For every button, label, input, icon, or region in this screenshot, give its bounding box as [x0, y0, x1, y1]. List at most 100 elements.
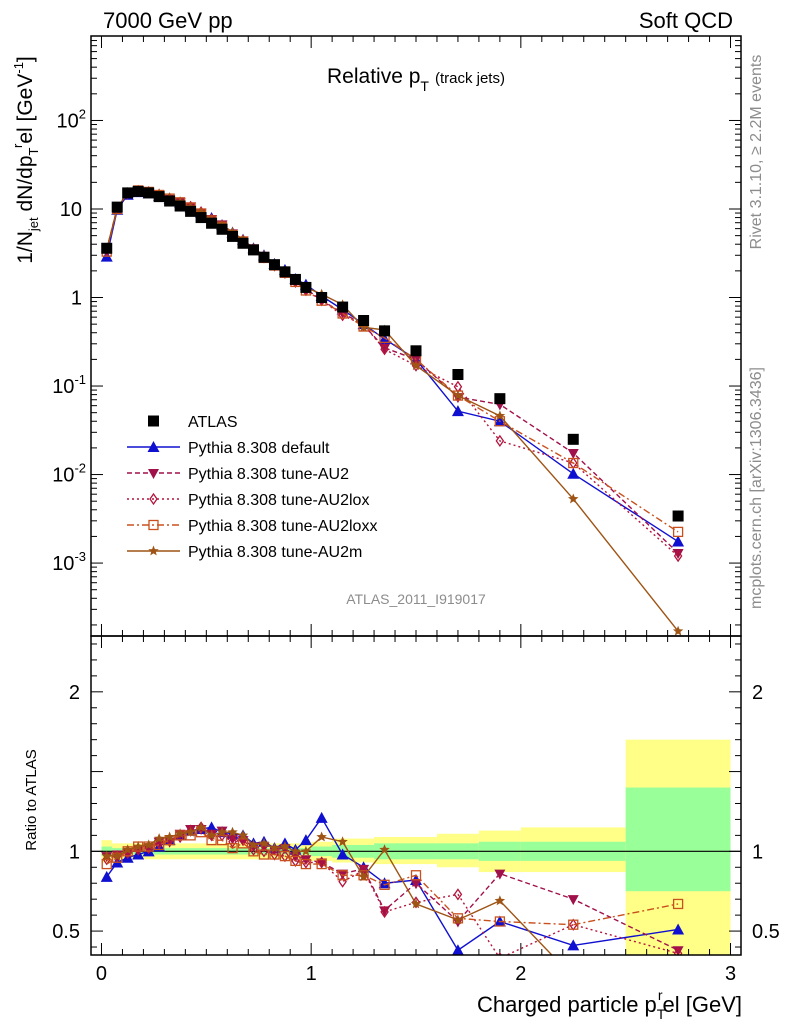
- data-point-marker: [148, 469, 159, 479]
- data-point-marker: [185, 205, 197, 217]
- data-point-marker: [101, 242, 113, 254]
- data-point-marker: [337, 836, 348, 847]
- x-tick-label: 2: [515, 963, 526, 985]
- data-point-marker: [568, 972, 579, 982]
- data-point-marker: [216, 835, 228, 846]
- x-tick-label: 3: [725, 963, 736, 985]
- series-line: [106, 191, 679, 543]
- data-point-marker: [672, 510, 684, 522]
- data-point-marker: [248, 244, 259, 256]
- rivet-version-label: Rivet 3.1.10, ≥ 2.2M events: [748, 55, 765, 250]
- data-point-marker: [672, 946, 684, 955]
- data-point-marker: [315, 811, 328, 823]
- data-point-marker: [237, 829, 249, 840]
- data-point-marker: [672, 898, 684, 910]
- data-point-marker: [227, 826, 238, 837]
- data-point-marker: [300, 858, 312, 870]
- data-point-marker: [494, 410, 506, 421]
- data-point-marker: [216, 826, 228, 837]
- svg-text:1/Njet dN/dpTrel [GeV-1]: 1/Njet dN/dpTrel [GeV-1]: [10, 56, 41, 264]
- chart-title: Relative pT (track jets): [327, 65, 505, 94]
- data-point-marker: [567, 939, 580, 951]
- data-point-marker: [567, 433, 579, 445]
- data-point-marker: [206, 829, 217, 840]
- data-point-marker: [174, 200, 186, 212]
- data-point-marker: [164, 831, 175, 842]
- x-tick-label: 0: [96, 963, 107, 985]
- data-point-marker: [268, 259, 280, 271]
- main-panel: 10-3 10-2 10-1 1 10 102 Relative pT (track jet…: [10, 35, 742, 637]
- y-tick-label: 0.5: [52, 921, 80, 943]
- data-point-marker: [301, 856, 311, 869]
- data-point-marker: [337, 301, 349, 313]
- data-point-marker: [143, 839, 154, 850]
- data-point-marker: [567, 895, 579, 906]
- data-point-marker: [452, 368, 464, 380]
- data-point-marker: [567, 467, 580, 479]
- x-tick-label: 1: [306, 963, 317, 985]
- data-point-marker: [132, 185, 144, 197]
- data-point-marker: [216, 223, 228, 235]
- data-point-marker: [300, 281, 312, 293]
- ratio-y-axis-label: Ratio to ATLAS: [23, 749, 40, 850]
- data-point-marker: [101, 850, 112, 861]
- data-point-marker: [227, 834, 239, 845]
- data-point-marker: [452, 390, 464, 400]
- data-point-marker: [317, 856, 326, 869]
- data-point-marker: [205, 821, 218, 833]
- y-tick-label: 1: [71, 288, 82, 310]
- legend-label: Pythia 8.308 tune-AU2m: [188, 544, 362, 561]
- data-point-marker: [672, 923, 685, 935]
- data-point-marker: [494, 393, 506, 405]
- data-point-marker: [237, 237, 249, 249]
- data-point-marker: [495, 434, 505, 448]
- data-point-marker: [494, 869, 506, 880]
- legend: ATLAS Pythia 8.308 default Pythia 8.308 tu…: [127, 414, 377, 561]
- data-point-marker: [279, 266, 291, 278]
- x-axis-label: Charged particle pTrel [GeV]: [477, 987, 742, 1022]
- data-point-marker: [338, 309, 347, 322]
- data-point-marker: [148, 545, 159, 556]
- header-left: 7000 GeV pp: [103, 8, 233, 33]
- data-point-marker: [147, 441, 160, 452]
- data-point-marker: [206, 217, 218, 229]
- main-data-layer: [100, 184, 685, 636]
- data-point-marker: [410, 898, 422, 909]
- data-point-marker: [122, 187, 134, 199]
- y-tick-label: 10: [60, 199, 82, 221]
- data-point-marker: [227, 230, 239, 242]
- data-point-marker: [672, 625, 684, 636]
- data-point-marker: [568, 919, 579, 930]
- data-point-marker: [100, 870, 113, 882]
- data-point-marker: [300, 855, 312, 866]
- legend-label: ATLAS: [188, 414, 238, 431]
- data-point-marker: [300, 845, 312, 856]
- data-point-marker: [379, 325, 391, 337]
- data-point-marker: [410, 879, 422, 890]
- data-point-marker: [336, 848, 349, 860]
- data-point-marker: [379, 844, 390, 855]
- data-point-marker: [153, 833, 165, 843]
- data-point-marker: [316, 858, 327, 870]
- data-point-marker: [185, 826, 196, 837]
- data-point-marker: [237, 838, 249, 849]
- data-point-marker: [568, 493, 579, 504]
- y-tick-label: 0.5: [752, 921, 780, 943]
- main-axis-ticks: 10-3 10-2 10-1 1 10 102: [52, 35, 741, 636]
- data-point-marker: [316, 292, 328, 304]
- y-tick-label: 10-1: [52, 372, 86, 398]
- series-line: [106, 189, 679, 632]
- data-point-marker: [153, 191, 165, 203]
- data-point-marker: [358, 321, 369, 332]
- data-point-marker: [101, 858, 112, 870]
- ratio-panel: 0 1 2 3 0.5 0.5 1 1 2 2 Ratio to ATLAS Charged pa…: [23, 635, 780, 1022]
- source-label: mcplots.cern.ch [arXiv:1306.3436]: [748, 367, 765, 609]
- data-point-marker: [673, 947, 683, 955]
- data-point-marker: [148, 519, 159, 531]
- data-point-marker: [316, 831, 327, 842]
- ratio-data-layer: [100, 811, 685, 982]
- y-tick-label: 2: [69, 682, 80, 704]
- data-point-marker: [112, 850, 123, 861]
- data-point-marker: [195, 212, 207, 224]
